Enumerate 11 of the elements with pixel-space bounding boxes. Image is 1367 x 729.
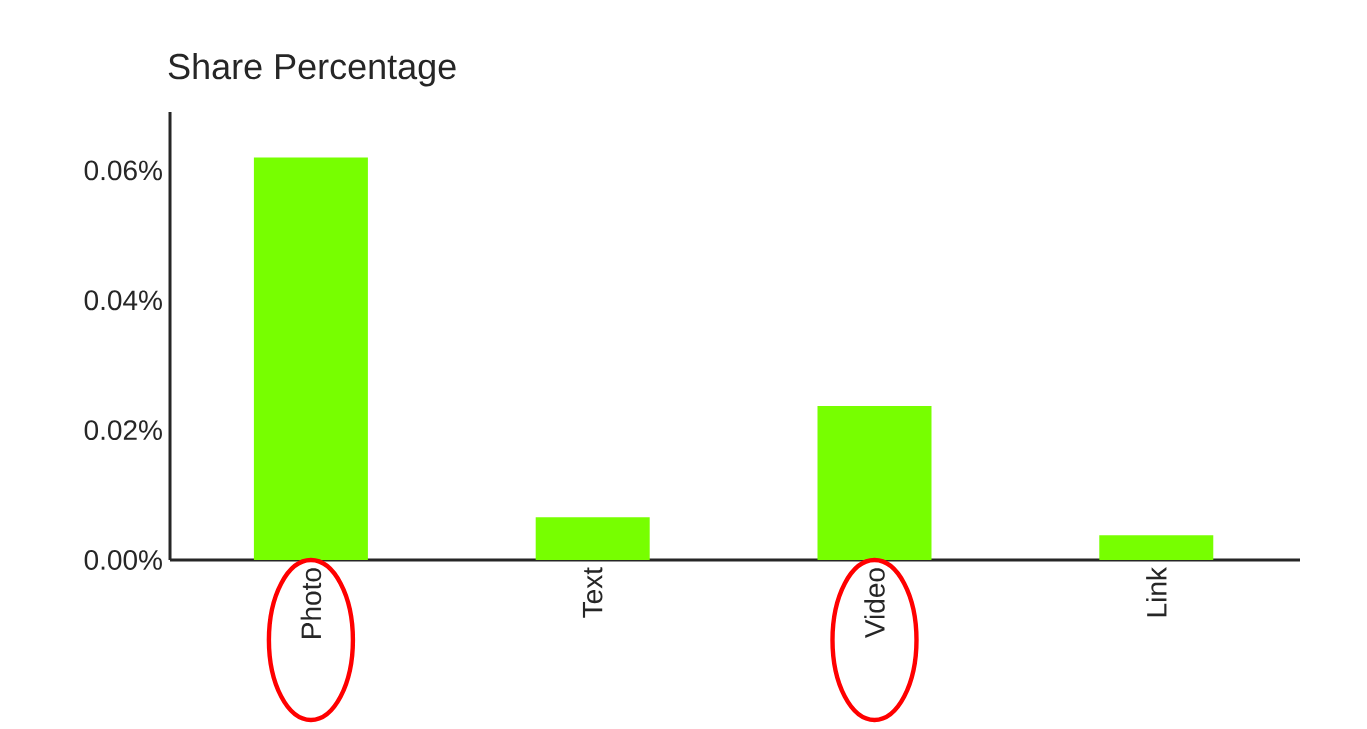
y-tick-label: 0.02% [84,420,162,441]
x-tick-label: Photo [300,568,322,638]
bar [535,517,650,560]
x-tick-label: Video [864,568,885,639]
chart-title: Share Percentage [168,52,456,87]
y-tick-label: 0.00% [84,550,162,570]
x-tick-label: Text [582,567,603,618]
y-tick-label: 0.04% [84,290,162,311]
x-tick-label: Link [1146,567,1167,617]
bar [1099,535,1214,560]
y-tick-label: 0.06% [84,160,162,181]
